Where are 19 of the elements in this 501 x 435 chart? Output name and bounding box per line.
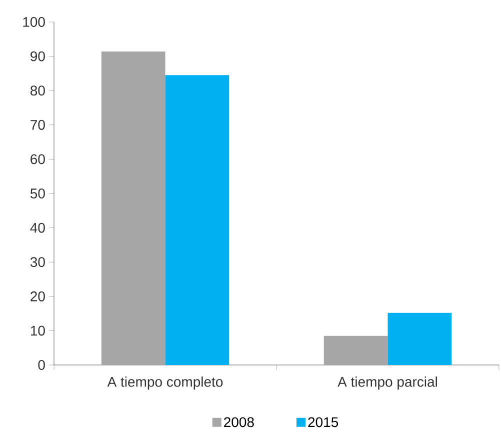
y-tick-label: 100	[23, 17, 45, 27]
x-tick-label: A tiempo parcial	[338, 376, 437, 390]
legend-label: 2015	[308, 417, 338, 428]
x-tick-label: A tiempo completo	[107, 376, 223, 390]
bar	[324, 336, 388, 365]
y-tick-label: 50	[30, 188, 45, 198]
y-tick-label: 80	[30, 86, 45, 96]
y-tick-label: 20	[30, 291, 45, 302]
y-tick-label: 60	[30, 154, 45, 164]
legend-label: 2008	[224, 417, 254, 428]
y-tick-label: 40	[30, 222, 45, 233]
y-tick-label: 90	[30, 51, 45, 62]
bar	[388, 312, 452, 365]
y-tick-label: 30	[30, 257, 45, 268]
y-tick-label: 10	[30, 326, 45, 336]
bar	[101, 51, 166, 365]
y-tick-label: 0	[38, 360, 45, 370]
bar	[165, 75, 230, 365]
y-tick-label: 70	[30, 120, 45, 130]
